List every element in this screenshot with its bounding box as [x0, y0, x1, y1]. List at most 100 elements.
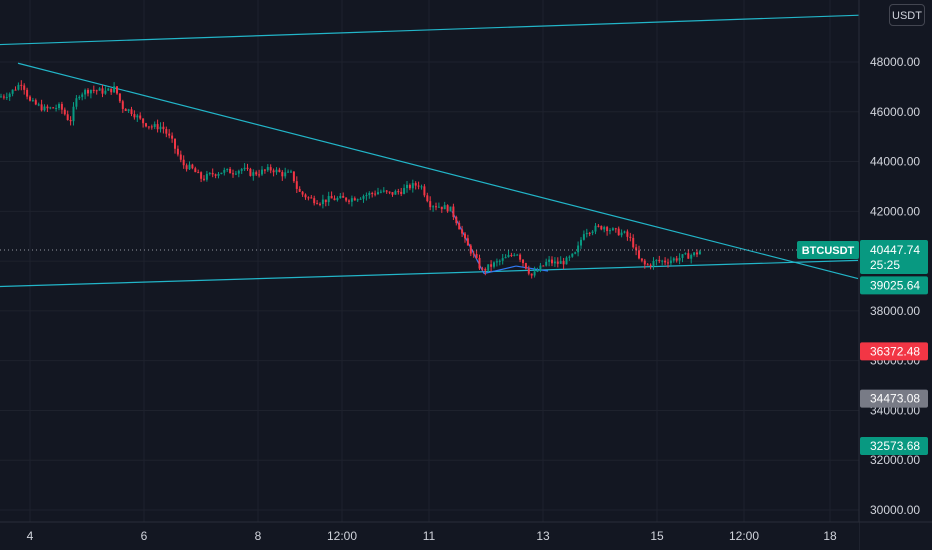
candle-body — [89, 89, 92, 94]
candle-body — [577, 245, 580, 253]
price-tag-label: 39025.64 — [870, 278, 920, 292]
last-price-tag-bg — [860, 240, 928, 274]
candle-body — [246, 167, 249, 169]
candle-body — [510, 255, 513, 257]
candle-body — [229, 168, 232, 174]
candle-body — [365, 195, 368, 197]
candle-body — [124, 108, 127, 111]
trendline[interactable] — [0, 259, 859, 288]
candle-body — [159, 126, 162, 130]
candle-body — [580, 239, 582, 246]
candle-body — [620, 232, 623, 236]
currency-label[interactable]: USDT — [889, 4, 925, 26]
candle-body — [382, 190, 385, 192]
candle-body — [104, 90, 107, 94]
candle-body — [339, 195, 342, 199]
candle-body — [217, 173, 220, 176]
fan-line[interactable] — [483, 265, 517, 275]
grid-lines — [0, 0, 859, 522]
candle-body — [690, 255, 693, 259]
candle-body — [600, 225, 603, 230]
candle-body — [571, 253, 574, 257]
candle-body — [0, 96, 2, 98]
candle-body — [519, 254, 522, 260]
candle-body — [379, 191, 382, 193]
candle-body — [385, 190, 388, 192]
candle-body — [281, 171, 284, 177]
candle-body — [394, 191, 397, 195]
candle-body — [348, 200, 350, 202]
candle-body — [295, 181, 298, 189]
candle-body — [411, 183, 414, 189]
candle-body — [26, 89, 29, 97]
candle-body — [478, 257, 481, 269]
x-tick-label: 18 — [823, 529, 837, 543]
candle-body — [72, 106, 75, 122]
candle-body — [574, 252, 577, 254]
candle-body — [669, 260, 672, 264]
candle-body — [147, 126, 150, 128]
candle-body — [403, 188, 406, 194]
candle-body — [458, 223, 461, 230]
candle-body — [362, 196, 365, 199]
candle-body — [266, 167, 269, 171]
trendline[interactable] — [0, 14, 861, 46]
candle-body — [359, 198, 362, 200]
trendlines[interactable] — [0, 14, 861, 288]
candle-body — [539, 265, 542, 271]
candle-body — [275, 169, 278, 173]
candle-body — [313, 198, 316, 204]
candle-body — [606, 227, 609, 232]
candle-body — [55, 108, 58, 110]
candle-body — [46, 106, 49, 109]
candle-body — [142, 118, 145, 124]
trendline[interactable] — [17, 62, 859, 280]
price-tag-bg — [860, 276, 928, 295]
x-tick-label: 11 — [423, 529, 436, 543]
candle-body — [87, 89, 89, 94]
candle-body — [487, 264, 490, 271]
candle-body — [466, 238, 469, 246]
candle-body — [232, 173, 234, 175]
candle-body — [542, 265, 545, 267]
candle-body — [391, 192, 394, 195]
candle-body — [356, 199, 359, 201]
candle-body — [553, 261, 556, 264]
candle-body — [121, 101, 124, 109]
candle-body — [336, 198, 339, 201]
x-tick-label: 12:00 — [729, 529, 759, 543]
candle-body — [516, 254, 519, 256]
candle-body — [635, 247, 638, 251]
candle-body — [681, 254, 684, 258]
candle-body — [81, 94, 84, 97]
candle-body — [429, 201, 432, 208]
y-tick-label: 42000.00 — [870, 204, 920, 218]
candle-body — [37, 104, 40, 106]
candle-body — [684, 253, 687, 255]
candle-body — [513, 254, 516, 256]
time-axis[interactable]: 4 6 8 12:00 11 13 15 12:00 18 — [27, 529, 837, 543]
candle-body — [611, 228, 614, 231]
candle-body — [591, 231, 594, 234]
candle-body — [261, 169, 263, 175]
candle-body — [203, 178, 205, 180]
x-tick-label: 4 — [27, 529, 34, 543]
candle-body — [211, 172, 214, 175]
candle-body — [165, 129, 168, 134]
candle-body — [400, 191, 403, 194]
candle-body — [60, 104, 63, 110]
candle-body — [133, 114, 136, 118]
candle-body — [614, 228, 617, 230]
candle-body — [661, 260, 664, 262]
candle-body — [49, 107, 52, 109]
candle-body — [307, 197, 310, 199]
y-tick-label: 48000.00 — [870, 55, 920, 69]
candle-body — [174, 138, 176, 149]
candle-body — [368, 192, 371, 196]
candle-body — [629, 236, 632, 238]
candle-body — [243, 167, 246, 170]
y-tick-label: 32000.00 — [870, 453, 920, 467]
fan-line[interactable] — [515, 265, 549, 272]
